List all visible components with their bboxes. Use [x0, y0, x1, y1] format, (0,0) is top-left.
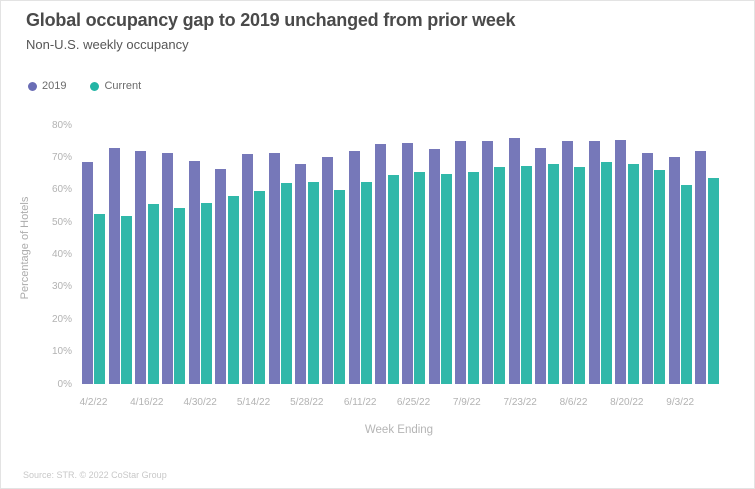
x-tick-label: 8/6/22	[559, 397, 588, 408]
legend-item-current: Current	[90, 80, 141, 92]
x-tick-label: 5/14/22	[236, 397, 271, 408]
y-tick-label: 80%	[51, 119, 72, 131]
bar-2019	[668, 157, 680, 384]
bar-current	[174, 207, 186, 384]
y-tick-label: 40%	[51, 249, 72, 260]
y-tick-label: 30%	[51, 281, 72, 293]
bar-current	[414, 171, 426, 384]
legend-label-2019: 2019	[42, 80, 67, 92]
chart-subtitle: Non-U.S. weekly occupancy	[26, 37, 189, 52]
y-tick-label: 50%	[51, 216, 72, 228]
bar-2019	[615, 139, 627, 384]
legend-item-2019: 2019	[28, 80, 66, 92]
bar-current	[147, 204, 159, 384]
bar-2019	[642, 152, 653, 384]
bar-2019	[82, 162, 93, 384]
bar-2019	[508, 138, 520, 384]
bar-current	[520, 165, 532, 384]
x-tick-label: 7/23/22	[503, 397, 537, 408]
bar-2019	[348, 150, 360, 384]
y-tick-label: 70%	[51, 151, 72, 163]
legend-dot-current-icon	[90, 81, 100, 91]
bar-current	[120, 215, 132, 384]
bar-2019	[482, 141, 493, 384]
bar-2019	[108, 147, 120, 384]
bar-current	[494, 167, 506, 384]
bar-current	[94, 214, 106, 384]
bar-current	[387, 175, 399, 384]
bar-current	[334, 189, 346, 384]
bar-current	[680, 184, 692, 384]
bar-2019	[188, 160, 200, 384]
bar-2019	[215, 168, 227, 384]
bar-2019	[535, 147, 547, 384]
bar-current	[254, 191, 266, 384]
bar-2019	[268, 152, 280, 384]
x-tick-label: 8/20/22	[610, 397, 644, 408]
x-tick-label: 4/30/22	[183, 397, 217, 408]
y-tick-label: 10%	[51, 346, 72, 358]
bar-current	[440, 173, 452, 384]
bar-2019	[428, 149, 440, 384]
x-tick-label: 6/11/22	[343, 397, 377, 408]
x-tick-label: 6/25/22	[396, 397, 431, 408]
bar-current	[467, 171, 479, 384]
bar-2019	[375, 144, 387, 384]
bar-current	[574, 167, 586, 384]
bar-2019	[162, 152, 173, 384]
legend-label-current: Current	[104, 80, 142, 92]
y-tick-label: 60%	[51, 184, 72, 196]
bar-2019	[295, 163, 307, 384]
y-tick-label: 0%	[57, 378, 72, 390]
x-tick-label: 7/9/22	[452, 397, 481, 408]
bar-2019	[695, 150, 707, 384]
bar-2019	[322, 157, 333, 384]
x-tick-label: 4/16/22	[130, 397, 164, 408]
bar-current	[547, 163, 559, 384]
x-tick-label: 4/2/22	[79, 397, 108, 408]
bar-2019	[242, 154, 253, 384]
bar-current	[200, 202, 212, 384]
y-tick-label: 20%	[51, 313, 72, 325]
legend: 2019 Current	[28, 80, 141, 92]
x-axis-ticks: 4/2/22 4/16/22 4/30/22 5/14/22 5/28/22 6/11/2…	[79, 397, 719, 411]
bar-current	[227, 196, 239, 384]
source-attribution: Source: STR. © 2022 CoStar Group	[23, 470, 167, 480]
bar-current	[360, 181, 372, 384]
x-axis-title: Week Ending	[364, 424, 434, 436]
bar-2019	[135, 150, 147, 384]
chart-title: Global occupancy gap to 2019 unchanged f…	[26, 10, 516, 30]
bar-2019	[402, 142, 413, 384]
bar-current	[707, 178, 719, 384]
bar-current	[627, 163, 639, 384]
bar-current	[600, 162, 612, 384]
y-axis-ticks: 0% 10% 20% 30% 40% 50% 60% 70% 80%	[29, 120, 72, 390]
legend-dot-2019-icon	[28, 81, 37, 91]
x-tick-label: 9/3/22	[666, 397, 695, 408]
x-tick-label: 5/28/22	[290, 397, 324, 408]
bar-2019	[562, 141, 573, 384]
bar-current	[307, 181, 319, 384]
plot-area	[79, 125, 719, 384]
bar-current	[654, 170, 666, 384]
bar-2019	[455, 141, 467, 384]
bar-2019	[588, 141, 600, 384]
bar-current	[280, 183, 292, 384]
